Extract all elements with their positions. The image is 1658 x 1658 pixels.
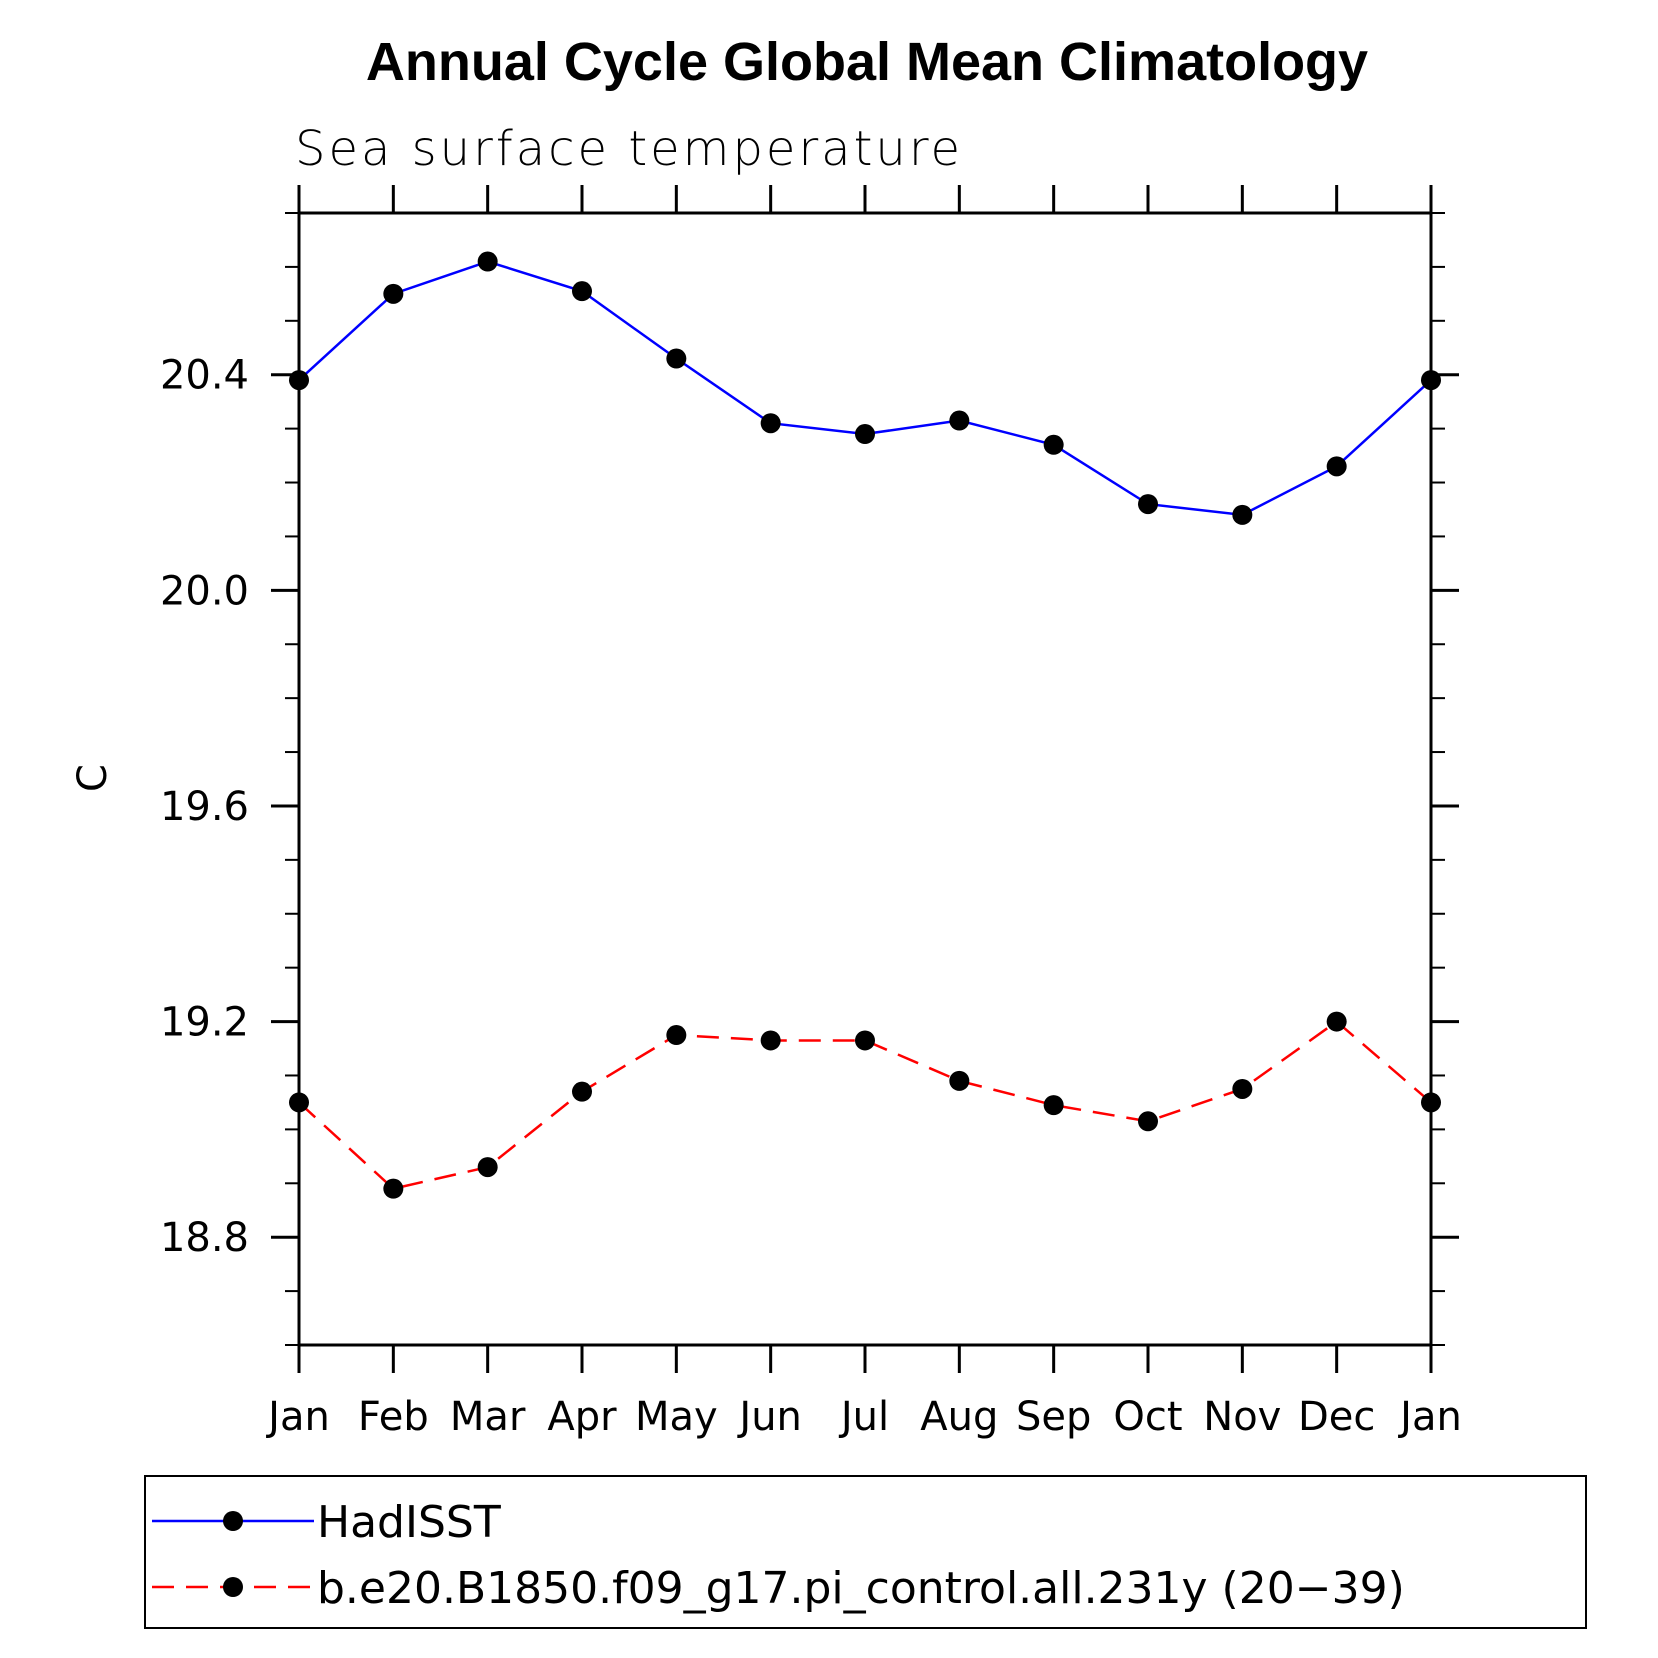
data-point xyxy=(383,283,404,304)
x-tick-label: Dec xyxy=(1298,1394,1375,1440)
chart-title: Annual Cycle Global Mean Climatology xyxy=(366,32,1368,92)
series-1 xyxy=(289,251,1441,525)
y-tick-label: 20.0 xyxy=(160,568,249,614)
x-tick-label: Jul xyxy=(838,1394,889,1440)
data-point xyxy=(383,1178,404,1199)
legend: HadISST b.e20.B1850.f09_g17.pi_control.al… xyxy=(144,1475,1587,1629)
legend-label: b.e20.B1850.f09_g17.pi_control.all.231y … xyxy=(317,1563,1405,1614)
data-point xyxy=(949,410,970,431)
data-point xyxy=(760,413,781,434)
data-point xyxy=(1326,456,1347,477)
legend-label: HadISST xyxy=(317,1497,501,1548)
y-tick-label: 19.6 xyxy=(160,784,249,830)
legend-entries: HadISST b.e20.B1850.f09_g17.pi_control.al… xyxy=(152,1497,1405,1614)
data-point xyxy=(1138,1111,1158,1132)
x-tick-label: May xyxy=(635,1394,718,1440)
data-point xyxy=(289,1092,309,1113)
x-tick-label: Apr xyxy=(547,1394,617,1440)
legend-box xyxy=(144,1475,1587,1629)
x-tick-label: Sep xyxy=(1016,1394,1091,1440)
data-point xyxy=(289,370,309,391)
x-tick-label: Oct xyxy=(1113,1394,1182,1440)
x-tick-label: Nov xyxy=(1203,1394,1281,1440)
x-tick-label: Feb xyxy=(358,1394,429,1440)
data-point xyxy=(855,1030,875,1051)
data-point xyxy=(666,348,687,369)
plot-frame xyxy=(297,211,1433,1347)
series-layer xyxy=(289,251,1441,1199)
data-point xyxy=(949,1070,970,1091)
x-tick-label: Jun xyxy=(736,1394,802,1440)
data-point xyxy=(1232,1078,1253,1099)
data-point xyxy=(1043,434,1064,455)
data-point xyxy=(1138,494,1158,515)
legend-entry: b.e20.B1850.f09_g17.pi_control.all.231y … xyxy=(152,1563,1405,1614)
x-tick-label: Jan xyxy=(1397,1394,1462,1440)
data-point xyxy=(572,1081,592,1102)
y-tick-label: 20.4 xyxy=(160,353,249,399)
ticks-layer xyxy=(271,185,1459,1373)
data-point xyxy=(666,1025,687,1046)
x-tick-label: Aug xyxy=(920,1394,998,1440)
data-point xyxy=(1421,1092,1441,1113)
y-axis-label: C xyxy=(70,764,116,792)
data-point xyxy=(855,424,875,445)
x-tick-label: Jan xyxy=(265,1394,330,1440)
data-point xyxy=(1326,1011,1347,1032)
chart-subtitle: Sea surface temperature xyxy=(295,121,963,177)
data-point xyxy=(1043,1095,1064,1116)
series-line xyxy=(298,260,1432,517)
series-2 xyxy=(289,1011,1441,1199)
data-point xyxy=(1421,370,1441,391)
data-point xyxy=(760,1030,781,1051)
legend-entry: HadISST xyxy=(152,1497,501,1548)
tick-labels-layer: Jan Feb Mar Apr May Jun Jul Aug Sep Oct Nov Dec Jan 1… xyxy=(160,353,1462,1440)
x-tick-label: Mar xyxy=(450,1394,526,1440)
legend-marker xyxy=(223,1577,243,1597)
data-point xyxy=(477,251,498,272)
y-tick-label: 18.8 xyxy=(160,1215,249,1261)
data-point xyxy=(1232,504,1253,525)
legend-marker xyxy=(223,1511,243,1531)
y-tick-label: 19.2 xyxy=(160,1000,249,1046)
data-point xyxy=(477,1157,498,1178)
data-point xyxy=(572,281,592,302)
